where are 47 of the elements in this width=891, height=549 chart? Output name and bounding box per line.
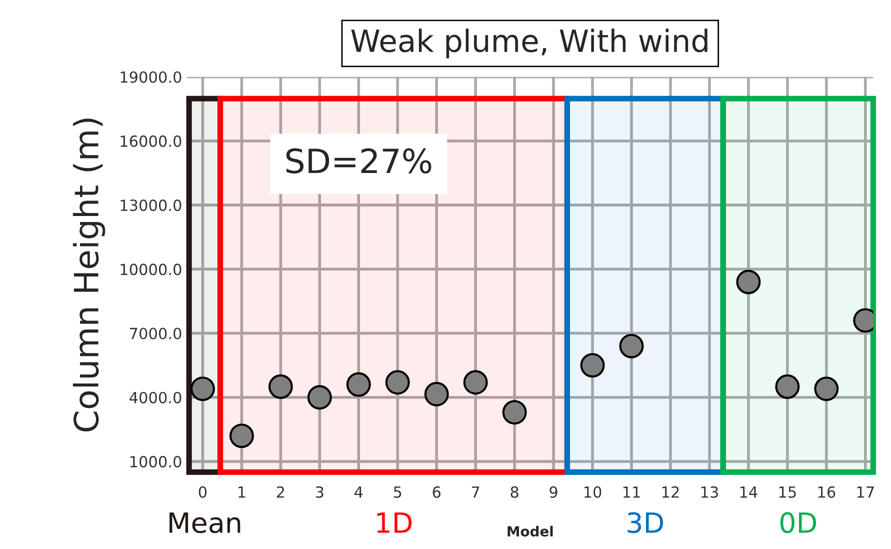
y-tick-label: 16000.0	[120, 135, 182, 147]
band-label: 1D	[377, 512, 412, 533]
band-label: 3D	[628, 512, 664, 534]
x-tick-label: 7	[472, 486, 480, 498]
point	[190, 376, 215, 402]
x-axis-title: Model	[508, 526, 553, 537]
x-tick-label: 13	[701, 486, 718, 498]
point	[736, 270, 761, 294]
band-label: 0D	[780, 512, 816, 534]
x-tick-label: 6	[432, 486, 440, 498]
x-tick-label: 11	[623, 486, 640, 498]
point	[775, 374, 800, 399]
x-tick-label: 10	[584, 486, 602, 498]
x-tick-label: 0	[198, 486, 207, 498]
x-tick-label: 8	[510, 486, 518, 498]
x-tick-label: 2	[276, 486, 284, 498]
point	[580, 353, 605, 378]
y-tick-label: 4000.0	[130, 392, 182, 404]
x-tick-label: 14	[740, 486, 758, 498]
annotation: SD=27%	[286, 148, 432, 174]
chart-title: Weak plume, With wind	[351, 28, 708, 58]
y-axis-title: Column Height (m)	[72, 118, 106, 432]
y-tick-label: 19000.0	[120, 71, 182, 83]
y-tick-label: 1000.0	[130, 456, 182, 468]
x-tick-label: 17	[857, 486, 874, 498]
point	[424, 382, 449, 406]
x-tick-label: 5	[394, 486, 402, 498]
x-tick-label: 15	[779, 486, 796, 498]
point	[229, 424, 254, 448]
band-label: Mean	[170, 512, 240, 534]
x-tick-label: 12	[662, 486, 679, 498]
point	[307, 385, 332, 410]
y-tick-label: 10000.0	[120, 264, 182, 276]
point	[463, 370, 488, 395]
point	[268, 374, 293, 399]
y-tick-label: 13000.0	[120, 200, 182, 212]
point	[814, 376, 839, 402]
point	[346, 372, 371, 397]
x-tick-label: 3	[316, 486, 324, 498]
y-tick-label: 7000.0	[130, 328, 182, 340]
point	[619, 334, 644, 358]
point	[385, 370, 410, 395]
x-tick-label: 1	[238, 486, 246, 498]
point	[502, 400, 527, 425]
x-tick-label: 16	[818, 486, 836, 498]
x-tick-label: 4	[354, 486, 363, 498]
x-tick-label: 9	[550, 486, 558, 498]
